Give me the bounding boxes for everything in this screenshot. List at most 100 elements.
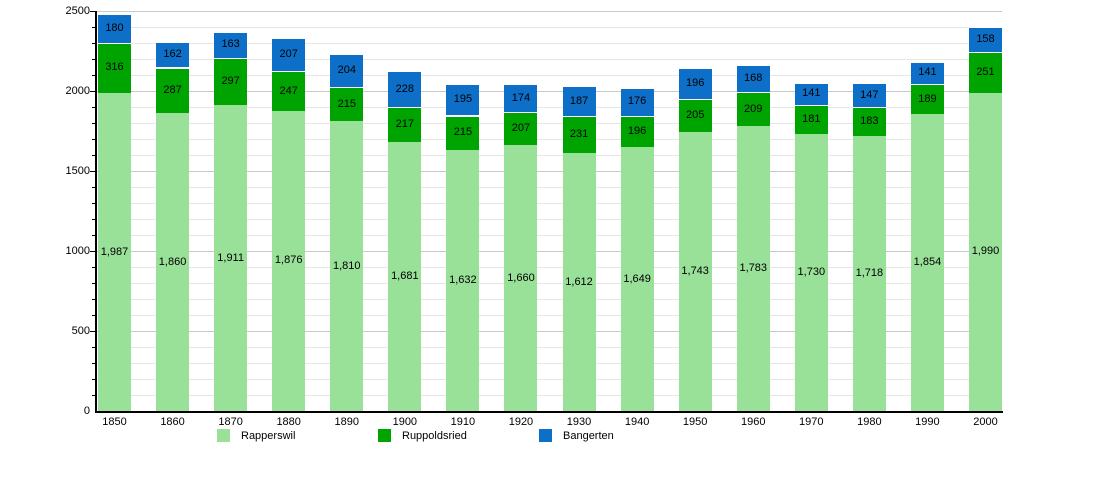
minor-gridline bbox=[97, 59, 1002, 60]
x-axis-tick-label: 1850 bbox=[102, 416, 127, 428]
y-axis-tick-label: 0 bbox=[83, 405, 90, 417]
segment-bangerten: 176 bbox=[620, 87, 654, 116]
segment-value-label: 1,876 bbox=[274, 254, 303, 267]
x-axis-tick-label: 1990 bbox=[915, 416, 940, 428]
x-axis-tick-label: 1930 bbox=[566, 416, 592, 428]
segment-value-label: 251 bbox=[976, 66, 995, 79]
segment-value-label: 158 bbox=[976, 33, 995, 46]
bar-1860: 1,860 287 162 bbox=[156, 41, 190, 411]
y-axis-tick-label: 2000 bbox=[65, 85, 90, 97]
segment-rapperswil: 1,660 bbox=[504, 145, 538, 411]
y-axis-tick bbox=[92, 43, 95, 44]
segment-value-label: 1,612 bbox=[565, 275, 593, 288]
segment-rapperswil: 1,990 bbox=[969, 92, 1002, 411]
legend-item-ruppoldsried: Ruppoldsried bbox=[378, 429, 539, 442]
minor-gridline bbox=[97, 267, 1002, 268]
minor-gridline bbox=[97, 379, 1002, 380]
segment-rapperswil: 1,718 bbox=[852, 136, 886, 411]
major-gridline bbox=[97, 11, 1002, 12]
segment-rapperswil: 1,987 bbox=[98, 93, 131, 411]
segment-bangerten: 158 bbox=[969, 27, 1002, 53]
segment-value-label: 297 bbox=[221, 74, 240, 87]
segment-value-label: 316 bbox=[105, 61, 124, 74]
legend-label: Ruppoldsried bbox=[402, 429, 467, 442]
minor-gridline bbox=[97, 283, 1002, 284]
bar-1890: 1,810 215 204 bbox=[330, 54, 364, 411]
legend-label: Bangerten bbox=[563, 429, 614, 442]
major-gridline bbox=[97, 91, 1002, 92]
minor-gridline bbox=[97, 155, 1002, 156]
segment-ruppoldsried: 297 bbox=[214, 57, 248, 106]
minor-gridline bbox=[97, 299, 1002, 300]
segment-value-label: 1,632 bbox=[449, 273, 477, 286]
y-axis-tick bbox=[92, 27, 95, 28]
segment-value-label: 209 bbox=[744, 102, 763, 115]
y-axis-tick bbox=[92, 139, 95, 140]
y-axis-tick bbox=[92, 315, 95, 316]
segment-ruppoldsried: 247 bbox=[272, 71, 306, 111]
segment-rapperswil: 1,649 bbox=[620, 147, 654, 411]
segment-bangerten: 180 bbox=[98, 13, 131, 43]
segment-bangerten: 174 bbox=[504, 84, 538, 113]
bar-1980: 1,718 183 147 bbox=[852, 83, 886, 411]
segment-rapperswil: 1,730 bbox=[794, 134, 828, 411]
segment-value-label: 204 bbox=[337, 64, 356, 77]
bar-1870: 1,911 297 163 bbox=[214, 31, 248, 411]
legend-swatch-rapperswil bbox=[217, 429, 230, 442]
x-axis-tick-label: 1860 bbox=[160, 416, 185, 428]
segment-bangerten: 168 bbox=[736, 65, 770, 93]
minor-gridline bbox=[97, 395, 1002, 396]
segment-ruppoldsried: 189 bbox=[910, 84, 944, 115]
segment-bangerten: 163 bbox=[214, 31, 248, 58]
segment-value-label: 163 bbox=[221, 38, 240, 51]
segment-value-label: 1,911 bbox=[217, 251, 244, 264]
segment-bangerten: 195 bbox=[446, 84, 480, 116]
segment-ruppoldsried: 287 bbox=[156, 67, 190, 114]
segment-value-label: 231 bbox=[569, 128, 589, 141]
y-axis-tick bbox=[92, 379, 95, 380]
segment-bangerten: 196 bbox=[678, 67, 712, 100]
segment-ruppoldsried: 316 bbox=[98, 42, 131, 94]
x-axis-tick-label: 1910 bbox=[450, 416, 476, 428]
segment-bangerten: 204 bbox=[330, 54, 364, 87]
y-axis-tick bbox=[92, 155, 95, 156]
segment-bangerten: 187 bbox=[562, 86, 596, 117]
segment-value-label: 228 bbox=[395, 82, 414, 95]
segment-bangerten: 147 bbox=[852, 83, 886, 107]
segment-value-label: 1,718 bbox=[855, 267, 884, 280]
minor-gridline bbox=[97, 27, 1002, 28]
bar-1920: 1,660 207 174 bbox=[504, 84, 538, 411]
minor-gridline bbox=[97, 219, 1002, 220]
x-axis-tick-label: 1980 bbox=[857, 416, 882, 428]
x-axis-tick-label: 1870 bbox=[218, 416, 243, 428]
plot-area: 1,987 316 180 1,860 287 162 1,911 297 163 1,876 24… bbox=[97, 11, 1002, 411]
y-axis-tick bbox=[92, 219, 95, 220]
bar-1970: 1,730 181 141 bbox=[794, 82, 828, 411]
segment-value-label: 183 bbox=[860, 114, 879, 127]
segment-value-label: 207 bbox=[511, 122, 531, 135]
y-axis-tick bbox=[92, 203, 95, 204]
segment-value-label: 180 bbox=[105, 21, 124, 34]
segment-value-label: 215 bbox=[337, 97, 356, 110]
x-axis-tick-label: 1940 bbox=[624, 416, 650, 428]
segment-ruppoldsried: 207 bbox=[504, 112, 538, 146]
segment-rapperswil: 1,876 bbox=[272, 110, 306, 411]
segment-value-label: 1,743 bbox=[681, 265, 709, 278]
y-axis-tick-label: 500 bbox=[71, 325, 90, 337]
y-axis-tick bbox=[92, 75, 95, 76]
bar-1930: 1,612 231 187 bbox=[562, 86, 596, 411]
segment-value-label: 187 bbox=[569, 94, 589, 107]
segment-ruppoldsried: 215 bbox=[446, 115, 480, 150]
segment-value-label: 174 bbox=[511, 91, 531, 104]
y-axis-tick-label: 1500 bbox=[65, 165, 90, 177]
major-gridline bbox=[97, 251, 1002, 252]
y-axis-tick bbox=[90, 91, 95, 92]
segment-value-label: 196 bbox=[685, 77, 705, 90]
segment-value-label: 247 bbox=[279, 84, 298, 97]
bar-1900: 1,681 217 228 bbox=[388, 70, 422, 411]
y-axis-tick bbox=[92, 267, 95, 268]
segment-rapperswil: 1,854 bbox=[910, 114, 944, 411]
segment-ruppoldsried: 196 bbox=[620, 115, 654, 148]
segment-ruppoldsried: 217 bbox=[388, 107, 422, 143]
